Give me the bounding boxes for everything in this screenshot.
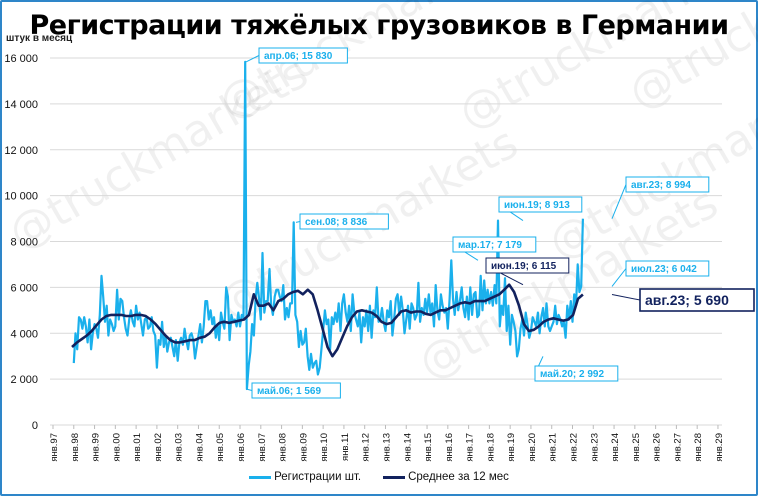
x-tick-label: янв.08 bbox=[278, 433, 289, 462]
data-label-annotation: июл.23; 6 042 bbox=[611, 260, 710, 287]
x-tick-label: янв.19 bbox=[506, 433, 517, 462]
x-tick-label: янв.20 bbox=[527, 433, 538, 462]
y-tick-label: 4 000 bbox=[10, 328, 38, 340]
y-tick-label: 8 000 bbox=[10, 237, 38, 249]
chart-legend: Регистрации шт. Среднее за 12 мес bbox=[0, 471, 758, 483]
data-label-annotation: апр.06; 15 830 bbox=[245, 47, 348, 64]
legend-item-average: Среднее за 12 мес bbox=[383, 471, 509, 483]
x-tick-label: янв.10 bbox=[319, 433, 330, 462]
x-tick-label: янв.97 bbox=[49, 433, 60, 462]
legend-label-average: Среднее за 12 мес bbox=[408, 471, 509, 483]
data-label-annotation: авг.23; 5 690 bbox=[611, 288, 755, 312]
series-average-line bbox=[71, 283, 584, 358]
y-tick-label: 14 000 bbox=[4, 99, 38, 111]
x-tick-label: янв.25 bbox=[631, 433, 642, 462]
data-label-annotation: авг.23; 8 994 bbox=[611, 176, 710, 219]
x-tick-label: янв.26 bbox=[652, 433, 663, 462]
x-tick-label: янв.02 bbox=[153, 433, 164, 462]
y-tick-label: 0 bbox=[32, 420, 38, 432]
y-tick-label: 16 000 bbox=[4, 53, 38, 65]
y-tick-label: 2 000 bbox=[10, 374, 38, 386]
annotation-text: май.06; 1 569 bbox=[257, 386, 321, 397]
x-tick-label: янв.11 bbox=[340, 433, 351, 461]
x-tick-label: янв.01 bbox=[132, 433, 143, 462]
y-tick-label: 6 000 bbox=[10, 282, 38, 294]
x-tick-label: янв.29 bbox=[714, 433, 725, 462]
data-label-annotation: июн.19; 8 913 bbox=[498, 196, 583, 221]
annotation-text: авг.23; 5 690 bbox=[645, 292, 729, 308]
x-tick-label: янв.09 bbox=[298, 433, 309, 462]
legend-swatch-registrations bbox=[249, 475, 272, 479]
x-tick-label: янв.07 bbox=[257, 433, 268, 462]
annotation-text: мар.17; 7 179 bbox=[458, 240, 522, 251]
x-tick-label: янв.06 bbox=[236, 433, 247, 462]
annotation-text: июл.23; 6 042 bbox=[631, 264, 697, 275]
series-registrations-line bbox=[72, 60, 584, 391]
legend-label-registrations: Регистрации шт. bbox=[274, 471, 362, 483]
x-tick-label: янв.03 bbox=[174, 433, 185, 462]
data-label-annotation: сен.08; 8 836 bbox=[295, 213, 389, 230]
data-label-annotation: май.20; 2 992 bbox=[534, 356, 619, 382]
x-tick-label: янв.16 bbox=[444, 433, 455, 462]
x-tick-label: янв.18 bbox=[485, 433, 496, 462]
data-label-annotation: май.06; 1 569 bbox=[245, 382, 341, 399]
annotation-text: июн.19; 6 115 bbox=[491, 261, 557, 272]
x-tick-label: янв.00 bbox=[111, 433, 122, 462]
y-axis-unit-label: штук в месяц bbox=[6, 33, 73, 44]
x-tick-label: янв.99 bbox=[91, 433, 102, 462]
x-tick-label: янв.98 bbox=[70, 433, 81, 462]
x-tick-label: янв.24 bbox=[610, 433, 621, 462]
x-tick-label: янв.05 bbox=[215, 433, 226, 462]
x-tick-label: янв.22 bbox=[569, 433, 580, 462]
x-tick-label: янв.04 bbox=[194, 433, 205, 462]
annotation-text: май.20; 2 992 bbox=[540, 369, 604, 380]
x-tick-label: янв.28 bbox=[693, 433, 704, 462]
annotation-text: июн.19; 8 913 bbox=[504, 200, 570, 211]
x-tick-label: янв.15 bbox=[423, 433, 434, 462]
y-tick-label: 12 000 bbox=[4, 145, 38, 157]
x-tick-label: янв.23 bbox=[589, 433, 600, 462]
x-tick-label: янв.14 bbox=[402, 433, 413, 462]
data-label-annotation: июн.19; 6 115 bbox=[485, 257, 570, 286]
chart-title: Регистрации тяжёлых грузовиков в Германи… bbox=[29, 10, 730, 41]
x-tick-label: янв.17 bbox=[465, 433, 476, 462]
x-tick-label: янв.13 bbox=[381, 433, 392, 462]
annotation-text: апр.06; 15 830 bbox=[264, 51, 333, 62]
legend-swatch-average bbox=[383, 475, 406, 479]
x-tick-label: янв.21 bbox=[548, 433, 559, 462]
y-tick-label: 10 000 bbox=[4, 191, 38, 203]
data-label-annotation: мар.17; 7 179 bbox=[452, 236, 537, 261]
annotation-text: авг.23; 8 994 bbox=[631, 180, 691, 191]
annotation-text: сен.08; 8 836 bbox=[305, 217, 368, 228]
x-tick-label: янв.12 bbox=[361, 433, 372, 462]
x-tick-label: янв.27 bbox=[672, 433, 683, 462]
legend-item-registrations: Регистрации шт. bbox=[249, 471, 361, 483]
